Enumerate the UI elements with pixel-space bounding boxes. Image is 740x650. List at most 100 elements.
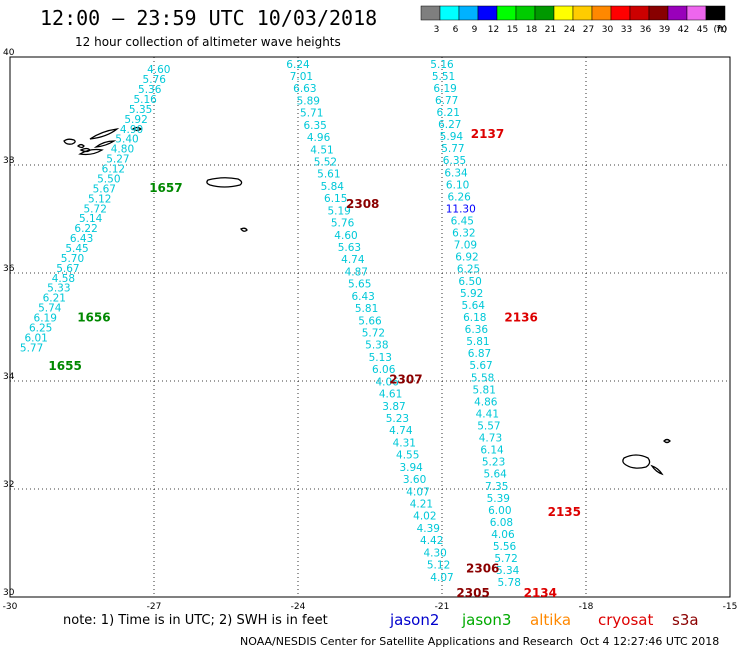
wave-height-value: 4.74: [389, 425, 413, 437]
legend-bin-label: 12: [488, 25, 499, 35]
wave-height-value: 4.51: [310, 144, 333, 156]
wave-height-value: 5.67: [93, 183, 116, 195]
wave-height-value: 5.63: [338, 242, 361, 254]
color-scale-legend: 3 6 9 12 15 18 21 24 27 30 33 36 39 42 45 70(ft): [420, 5, 727, 35]
island-porto-santo-icon: [663, 438, 671, 444]
pass-time-label: 1656: [77, 311, 110, 325]
legend-swatch: [591, 5, 612, 21]
wave-height-value: 5.16: [133, 94, 157, 106]
lat-tick-label: 30: [3, 588, 15, 598]
wave-height-value: 4.55: [396, 450, 419, 462]
legend-unit: (ft): [713, 25, 727, 35]
pass-time-label: 1655: [48, 359, 81, 373]
wave-height-value: 5.67: [56, 263, 79, 275]
wave-height-value: 5.64: [483, 469, 507, 481]
wave-height-value: 5.77: [441, 143, 464, 155]
wave-height-value: 4.30: [423, 547, 446, 559]
wave-height-value: 6.50: [458, 276, 481, 288]
pass-time-labels: 1657 1656 1655 2308 2307 2306 2305 2137 2136 2135…: [48, 127, 581, 600]
legend-swatch: [667, 5, 688, 21]
island-terceira-icon: [131, 126, 143, 132]
wave-height-value: 6.43: [70, 233, 93, 245]
satellite-name: jason3: [461, 611, 511, 629]
legend-bin-label: 36: [640, 25, 652, 35]
wave-height-value: 4.39: [417, 523, 440, 535]
wave-height-value: 5.67: [469, 360, 492, 372]
wave-height-value: 5.74: [38, 303, 62, 315]
wave-height-value: 5.45: [65, 243, 88, 255]
island-desertas-icon: [650, 464, 664, 476]
legend-bin-label: 30: [602, 25, 614, 35]
wave-height-value: 4.31: [393, 437, 416, 449]
wave-height-value: 5.65: [348, 279, 371, 291]
wave-height-value: 4.07: [430, 572, 453, 584]
wave-height-value: 5.72: [494, 553, 517, 565]
chart-subtitle: 12 hour collection of altimeter wave hei…: [75, 35, 341, 49]
wave-height-value: 4.21: [410, 499, 433, 511]
legend-bin-label: 45: [697, 25, 708, 35]
wave-height-value: 5.57: [477, 420, 500, 432]
wave-height-value: 5.72: [84, 203, 107, 215]
wave-height-value: 5.23: [386, 413, 409, 425]
wave-height-value: 5.77: [20, 342, 43, 354]
wave-height-value: 5.92: [460, 288, 483, 300]
legend-swatch: [496, 5, 517, 21]
wave-height-value: 5.50: [97, 173, 120, 185]
wave-height-value: 5.39: [487, 493, 510, 505]
wave-height-value: 7.01: [290, 71, 313, 83]
wave-height-value: 6.26: [447, 191, 471, 203]
wave-height-value: 5.92: [124, 114, 147, 126]
axis-tick-labels: -30 -27 -24 -21 -18 -15 40 38 36 34 32 30: [3, 48, 738, 612]
wave-height-value: 4.96: [307, 132, 331, 144]
legend-bin-label: 15: [507, 25, 518, 35]
footer-note: note: 1) Time is in UTC; 2) SWH is in fe…: [63, 613, 328, 628]
wave-height-value: 6.24: [286, 59, 310, 71]
wave-height-value: 4.80: [111, 144, 134, 156]
wave-height-value: 5.89: [297, 95, 320, 107]
wave-height-value: 5.14: [79, 213, 103, 225]
island-sao-miguel-icon: [206, 177, 243, 188]
wave-height-value: 5.40: [115, 134, 138, 146]
wave-height-value: 4.73: [479, 433, 502, 445]
pass-time-label: 2135: [548, 505, 581, 519]
wave-height-value: 6.14: [480, 445, 504, 457]
wave-height-value: 4.90: [120, 124, 143, 136]
wave-height-value: 6.35: [443, 155, 466, 167]
legend-bin-label: 27: [583, 25, 594, 35]
wave-height-value: 3.87: [382, 401, 405, 413]
pass-time-label: 2137: [471, 127, 504, 141]
satellite-name: s3a: [672, 611, 699, 629]
timestamp-text: Oct 4 12:27:46 UTC 2018: [580, 635, 719, 648]
wave-height-value: 6.00: [488, 505, 511, 517]
island-flores-icon: [63, 138, 76, 145]
wave-height-value: 6.08: [490, 517, 513, 529]
legend-bin-label: 6: [453, 25, 459, 35]
altimeter-tracks: 4.605.765.365.165.355.924.905.404.805.27…: [20, 59, 521, 589]
wave-height-value: 5.38: [365, 340, 388, 352]
lat-tick-label: 38: [3, 156, 15, 166]
wave-height-value: 5.76: [331, 218, 355, 230]
legend-swatch: [515, 5, 536, 21]
wave-height-value: 6.25: [457, 264, 480, 276]
legend-swatch: [648, 5, 669, 21]
wave-height-value: 6.19: [433, 83, 456, 95]
pass-time-label: 2308: [346, 197, 379, 211]
wave-height-value: 6.06: [372, 364, 396, 376]
wave-height-value: 5.84: [321, 181, 345, 193]
wave-height-value: 6.22: [74, 223, 97, 235]
wave-height-value: 6.01: [24, 332, 47, 344]
lat-tick-label: 36: [3, 264, 15, 274]
wave-height-value: 6.12: [102, 164, 125, 176]
legend-swatch: [477, 5, 498, 21]
wave-height-value: 6.63: [293, 83, 316, 95]
wave-height-value: 5.13: [369, 352, 392, 364]
pass-time-label: 2307: [389, 373, 422, 387]
wave-height-value: 6.92: [455, 252, 478, 264]
wave-height-value: 5.66: [358, 315, 382, 327]
lon-tick-label: -24: [291, 602, 306, 612]
legend-swatch: [572, 5, 593, 21]
wave-height-value: 6.25: [29, 322, 52, 334]
lon-tick-label: -21: [435, 602, 450, 612]
wave-height-value: 5.36: [138, 84, 162, 96]
wave-height-value: 5.72: [362, 328, 385, 340]
